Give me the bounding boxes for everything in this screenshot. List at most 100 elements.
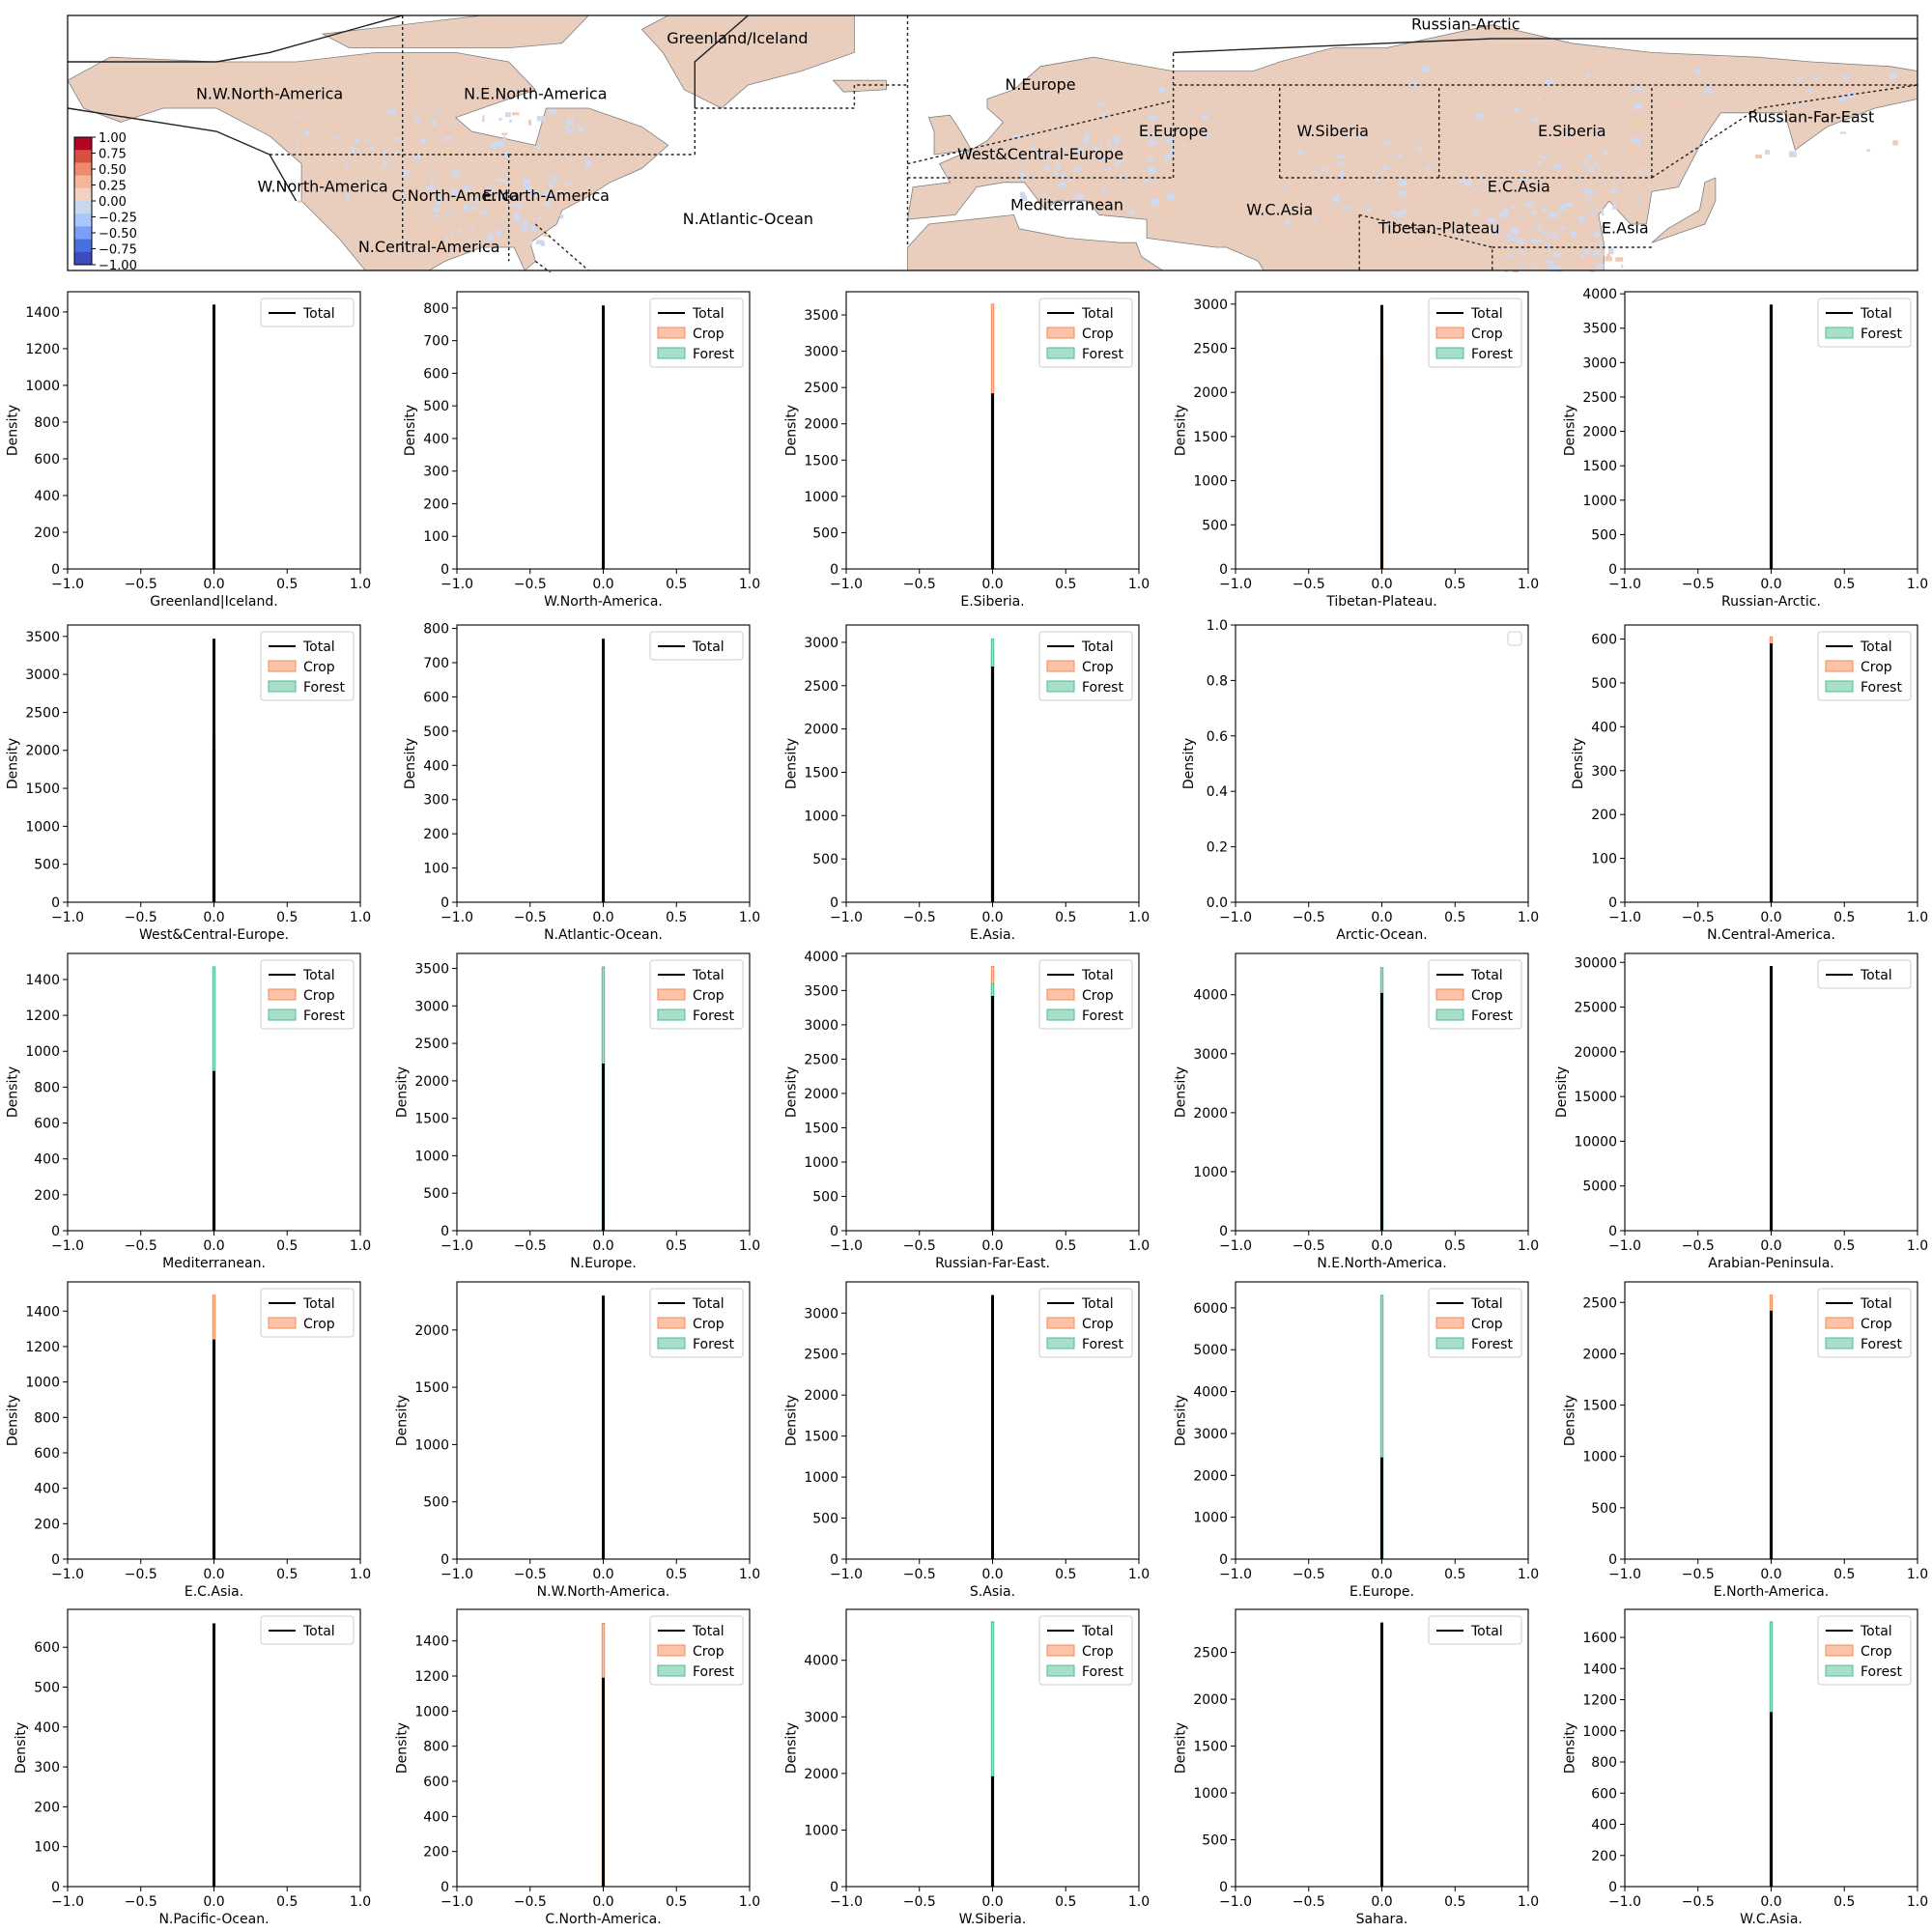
x-tick-label: 0.0 (1760, 1567, 1781, 1582)
legend: Total (649, 631, 744, 661)
legend-label: Total (1860, 1296, 1892, 1312)
y-tick-label: 3500 (804, 308, 838, 324)
x-tick-label: −1.0 (440, 1567, 473, 1582)
legend-crop-swatch (1046, 988, 1075, 1001)
colorbar-swatch (74, 226, 92, 241)
region-label: E.Europe (1139, 122, 1208, 140)
legend-forest-swatch (1825, 327, 1854, 339)
legend-label: Forest (693, 1337, 734, 1352)
legend-crop-swatch (1825, 1317, 1854, 1329)
y-axis-label: Density (6, 1066, 21, 1118)
legend: Total Crop Forest (1038, 1288, 1133, 1358)
colorbar-tick-label: −0.25 (99, 212, 137, 226)
y-tick-label: 0 (440, 895, 449, 911)
legend-label: Total (1470, 968, 1503, 983)
x-tick-label: −0.5 (1293, 1894, 1325, 1910)
x-tick-label: 0.0 (203, 1567, 224, 1582)
x-tick-label: −0.5 (1293, 1567, 1325, 1582)
y-tick-label: 1500 (804, 1121, 838, 1136)
y-tick-label: 500 (423, 1495, 449, 1511)
y-tick-label: 0 (51, 1880, 60, 1895)
legend-frame (1038, 298, 1133, 368)
legend-frame (1817, 1615, 1912, 1686)
region-label: W.C.Asia (1246, 200, 1313, 218)
y-tick-label: 200 (423, 1845, 449, 1861)
region-label: West&Central-Europe (957, 145, 1123, 163)
y-tick-label: 1600 (1582, 1631, 1617, 1646)
x-tick-label: 0.0 (1371, 910, 1392, 925)
legend-label: Crop (1471, 327, 1503, 342)
region-label: Greenland/Iceland (667, 29, 808, 47)
legend-frame (260, 1615, 355, 1645)
total-histogram-bar (602, 639, 605, 902)
axes-frame (1235, 624, 1529, 903)
plot-area (1236, 1609, 1528, 1887)
legend: Total Forest (1817, 298, 1912, 348)
y-tick-label: 1000 (804, 490, 838, 505)
legend-label: Forest (693, 1009, 734, 1024)
x-tick-label: −0.5 (125, 910, 157, 925)
x-tick-label: −1.0 (1219, 910, 1252, 925)
y-tick-label: 3500 (804, 983, 838, 999)
plot-area (457, 953, 750, 1231)
colorbar-tick-label: 0.00 (99, 195, 127, 210)
x-tick-label: −0.5 (514, 910, 547, 925)
y-tick-label: 200 (34, 1800, 60, 1815)
legend: Total Crop (260, 1288, 355, 1338)
y-tick-label: 1000 (1193, 1511, 1228, 1526)
y-tick-label: 5000 (1193, 1343, 1228, 1358)
x-tick-label: −1.0 (830, 1894, 863, 1910)
y-tick-label: 0 (1219, 1552, 1228, 1568)
x-tick-label: 0.0 (1371, 577, 1392, 592)
legend-label: Total (692, 968, 724, 983)
x-tick-label: −0.5 (903, 1894, 936, 1910)
x-tick-label: −0.5 (514, 1894, 547, 1910)
y-tick-label: 1000 (25, 379, 60, 394)
y-tick-label: 1400 (25, 973, 60, 988)
x-tick-label: 0.5 (1444, 577, 1465, 592)
y-axis-label: Density (395, 1722, 411, 1774)
y-tick-label: 200 (34, 1188, 60, 1204)
x-tick-label: 0.5 (666, 910, 687, 925)
plot-area (1625, 292, 1918, 569)
x-tick-label: −1.0 (440, 910, 473, 925)
total-histogram-bar (602, 1295, 605, 1559)
y-tick-label: 0.8 (1207, 673, 1228, 689)
legend-crop-swatch (1046, 660, 1075, 672)
total-histogram-bar (1770, 1310, 1773, 1559)
x-axis-label: Russian-Arctic. (1721, 594, 1821, 610)
legend-label: Total (302, 1296, 335, 1312)
plot-area (68, 292, 360, 569)
x-axis-label: N.Europe. (570, 1256, 637, 1271)
total-histogram-bar (991, 1776, 994, 1887)
legend-crop-swatch (268, 1317, 297, 1329)
region-label: W.Siberia (1296, 122, 1369, 140)
legend-crop-swatch (1046, 1644, 1075, 1657)
y-axis-label: Density (1174, 1722, 1189, 1774)
y-tick-label: 400 (1591, 720, 1617, 735)
x-tick-label: 0.0 (1371, 1238, 1392, 1254)
x-tick-label: 0.5 (1444, 1894, 1465, 1910)
x-axis-label: N.Pacific-Ocean. (158, 1912, 269, 1927)
x-tick-label: −1.0 (51, 577, 84, 592)
legend: Total Crop Forest (1428, 298, 1522, 368)
x-axis-label: E.Siberia. (960, 594, 1024, 610)
colorbar-tick-label: 0.50 (99, 163, 127, 178)
y-tick-label: 600 (34, 1640, 60, 1656)
y-tick-label: 2000 (25, 744, 60, 759)
x-tick-label: −1.0 (1608, 1894, 1641, 1910)
y-tick-label: 2000 (1193, 385, 1228, 401)
legend-label: Crop (693, 988, 724, 1004)
legend-frame (1817, 631, 1912, 701)
x-axis-label: E.Europe. (1350, 1584, 1414, 1600)
x-tick-label: 1.0 (350, 577, 371, 592)
y-tick-label: 3000 (804, 1710, 838, 1725)
x-tick-label: 0.0 (203, 1894, 224, 1910)
legend-forest-swatch (1435, 1009, 1464, 1021)
forest-histogram-bar (990, 638, 995, 903)
